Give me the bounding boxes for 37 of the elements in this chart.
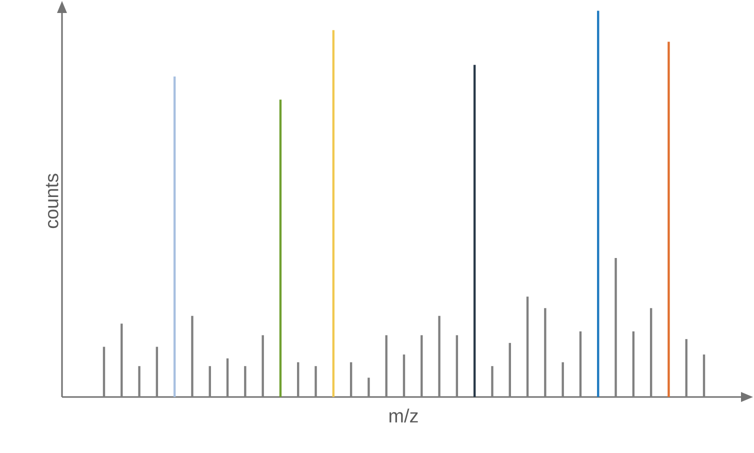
bar <box>314 366 317 397</box>
bar <box>120 324 123 397</box>
bar <box>438 316 440 397</box>
bar <box>650 308 652 397</box>
bar <box>332 30 335 397</box>
y-axis-title: counts <box>46 174 58 228</box>
bar <box>208 366 211 397</box>
bar <box>614 258 617 397</box>
bar <box>508 342 511 397</box>
bar <box>297 362 300 397</box>
bar <box>473 64 476 397</box>
bar <box>632 331 635 397</box>
bar <box>368 378 370 397</box>
bar <box>420 335 423 397</box>
bar <box>544 308 546 397</box>
bar <box>279 100 282 397</box>
bar <box>262 335 264 397</box>
bar <box>244 366 246 397</box>
bar <box>526 296 529 397</box>
bar <box>402 354 406 397</box>
bar <box>702 354 706 397</box>
bar <box>138 366 140 397</box>
bar <box>597 10 600 397</box>
bar <box>102 346 106 397</box>
bar <box>579 331 582 397</box>
bar <box>226 358 229 397</box>
bar <box>156 346 158 397</box>
bar <box>173 76 176 397</box>
bar <box>191 316 194 397</box>
bar <box>491 366 494 397</box>
bar <box>456 335 458 397</box>
bar <box>350 362 352 397</box>
bar <box>685 339 688 397</box>
bar <box>562 362 564 397</box>
bar <box>385 335 388 397</box>
bar <box>668 42 670 397</box>
x-axis-title: m/z <box>390 408 418 423</box>
